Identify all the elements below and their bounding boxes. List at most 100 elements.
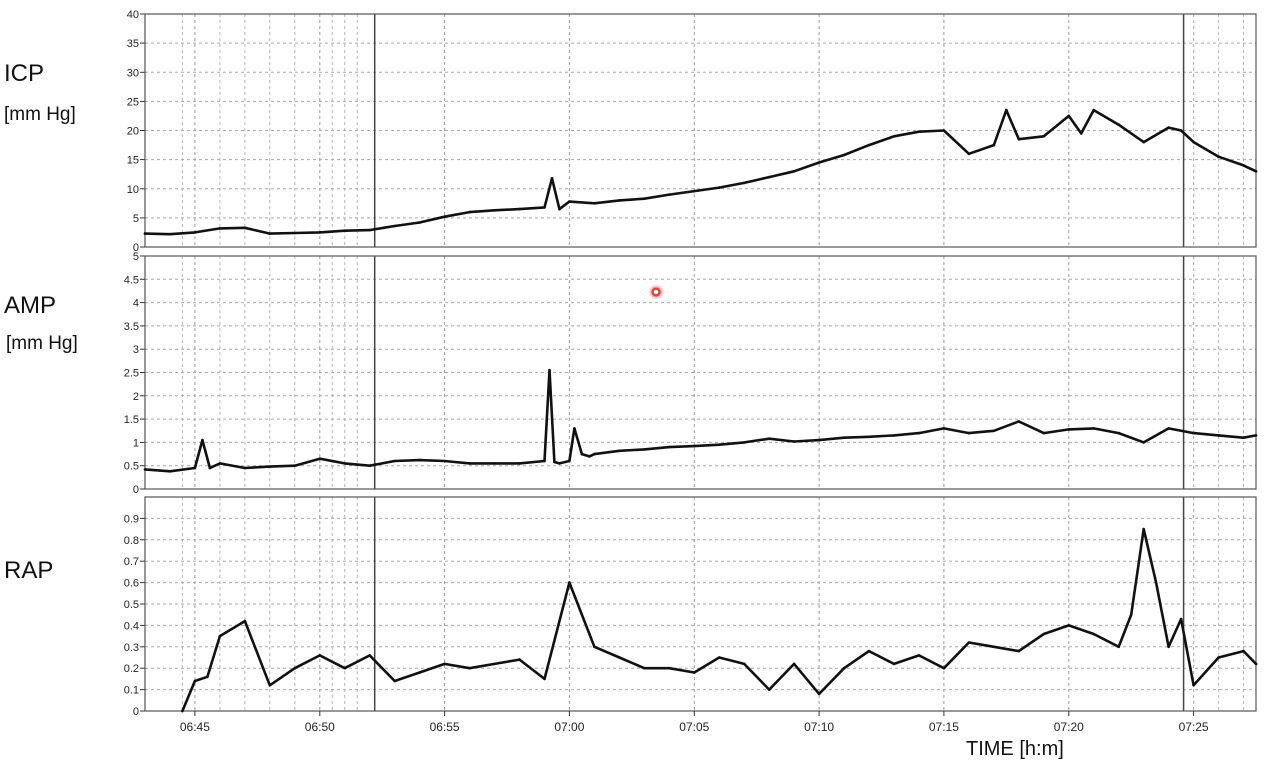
amp-unit: [mm Hg] <box>6 333 78 354</box>
y-tick-label: 1 <box>133 437 139 449</box>
rap-title: RAP <box>4 557 54 584</box>
data-point <box>693 444 696 448</box>
data-point <box>568 459 571 463</box>
data-point <box>168 470 172 473</box>
y-tick-label: 35 <box>127 38 139 50</box>
data-point <box>817 438 821 442</box>
vertical-grid <box>181 497 1244 711</box>
horizontal-grid: 0 0.5 1 1.5 2 2.5 3 3.5 4 4.5 5 <box>124 251 1256 496</box>
data-point <box>643 448 646 451</box>
data-point <box>693 671 696 674</box>
data-point <box>218 227 222 230</box>
y-tick-label: 10 <box>127 184 139 196</box>
plot-frame <box>144 13 1257 248</box>
vertical-grid <box>181 256 1244 489</box>
x-tick-label: 06:50 <box>305 720 335 734</box>
data-point <box>842 436 846 440</box>
data-point <box>1217 155 1220 158</box>
data-point <box>368 228 372 232</box>
icp-unit: [mm Hg] <box>4 104 76 125</box>
y-tick-label: 5 <box>133 213 139 225</box>
data-point <box>767 437 771 441</box>
data-line <box>181 527 1258 713</box>
data-point <box>1142 140 1145 144</box>
data-point <box>717 443 721 447</box>
data-point <box>1092 108 1095 112</box>
data-point <box>393 224 397 228</box>
y-tick-label: 25 <box>127 96 139 108</box>
data-point <box>1192 684 1195 687</box>
data-point <box>792 662 796 666</box>
data-point <box>468 462 471 465</box>
data-point <box>418 221 421 224</box>
data-point <box>1242 649 1245 653</box>
data-point <box>318 654 322 657</box>
data-point <box>1179 129 1183 132</box>
data-point <box>742 441 746 444</box>
data-point <box>418 458 421 462</box>
data-point <box>1092 632 1095 636</box>
data-point <box>1067 114 1071 118</box>
data-point <box>580 452 584 456</box>
data-point <box>1242 436 1245 440</box>
horizontal-grid: 0 0.1 0.2 0.3 0.4 0.5 0.6 0.7 0.8 0.9 <box>124 513 1256 718</box>
data-point <box>293 666 297 670</box>
data-point <box>867 143 871 147</box>
data-point <box>643 666 646 670</box>
data-point <box>842 666 846 670</box>
data-point <box>942 427 946 430</box>
data-point <box>917 130 921 133</box>
data-point <box>767 688 771 691</box>
y-tick-label: 0.4 <box>124 620 139 632</box>
data-point <box>1179 617 1183 621</box>
data-point <box>917 431 921 435</box>
data-point <box>593 452 596 456</box>
data-point <box>1017 420 1021 423</box>
x-tick-label: 07:00 <box>554 720 584 734</box>
data-point <box>468 210 471 214</box>
y-tick-label: 40 <box>127 9 139 21</box>
data-point <box>343 462 347 465</box>
horizontal-grid: 0 5 10 15 20 25 30 35 40 <box>127 9 1256 254</box>
data-point <box>443 662 446 666</box>
x-tick-label: 07:25 <box>1179 720 1209 734</box>
data-point <box>942 666 946 670</box>
data-point <box>318 231 322 234</box>
data-point <box>568 581 571 584</box>
data-point <box>1192 431 1195 435</box>
data-point <box>992 143 996 147</box>
data-point <box>1079 132 1083 135</box>
icp-title: ICP <box>4 60 45 87</box>
data-point <box>1117 645 1120 649</box>
data-point <box>817 161 821 164</box>
data-point <box>992 429 996 433</box>
y-tick-label: 2 <box>133 391 139 403</box>
data-point <box>193 231 197 234</box>
data-point <box>618 199 621 202</box>
data-point <box>543 459 546 463</box>
data-point <box>1129 613 1133 616</box>
cursor-indicator <box>648 284 664 300</box>
x-tick-label: 07:05 <box>679 720 709 734</box>
data-point <box>618 449 621 453</box>
data-point <box>817 692 821 696</box>
data-point <box>1117 123 1120 126</box>
data-point <box>1192 140 1195 144</box>
data-point <box>892 135 896 138</box>
data-point <box>168 232 172 236</box>
data-point <box>693 189 696 193</box>
x-tick-label: 06:45 <box>180 720 210 734</box>
data-point <box>1017 137 1021 141</box>
data-point <box>643 197 646 200</box>
data-point <box>668 445 671 449</box>
data-point <box>193 466 197 470</box>
data-point <box>318 457 322 461</box>
data-point <box>742 181 746 185</box>
y-tick-label: 0.8 <box>124 535 139 547</box>
panel-1: 0 5 10 15 20 25 30 35 40 <box>127 9 1258 254</box>
x-tick-label: 07:20 <box>1054 720 1084 734</box>
y-tick-label: 20 <box>127 126 139 138</box>
y-tick-label: 0.1 <box>124 685 139 697</box>
data-point <box>867 435 871 439</box>
